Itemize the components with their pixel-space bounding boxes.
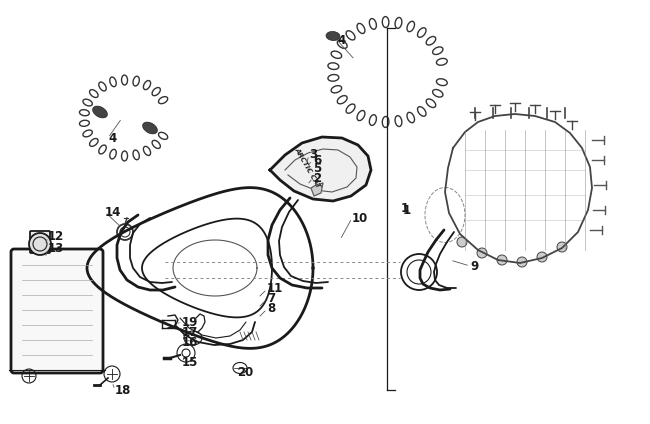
Text: 4: 4 [337, 33, 345, 47]
Ellipse shape [93, 106, 107, 118]
Text: 9: 9 [470, 259, 478, 273]
Text: 11: 11 [267, 282, 283, 296]
Text: 1: 1 [403, 204, 411, 217]
Text: 15: 15 [182, 355, 198, 368]
FancyBboxPatch shape [11, 249, 103, 373]
Text: 5: 5 [313, 162, 321, 175]
Circle shape [29, 233, 51, 255]
Text: 1: 1 [401, 203, 409, 215]
Text: 3: 3 [309, 148, 317, 162]
Text: 18: 18 [115, 383, 131, 396]
Text: 20: 20 [237, 365, 254, 379]
Circle shape [457, 237, 467, 247]
FancyBboxPatch shape [30, 231, 50, 253]
Text: 14: 14 [105, 206, 122, 218]
Polygon shape [311, 183, 323, 196]
Text: 2: 2 [313, 171, 321, 184]
Text: 8: 8 [267, 302, 275, 315]
Circle shape [537, 252, 547, 262]
Circle shape [497, 255, 507, 265]
Text: 19: 19 [182, 315, 198, 329]
Text: 13: 13 [48, 243, 64, 256]
Text: 4: 4 [108, 131, 116, 145]
Text: 10: 10 [352, 212, 369, 224]
Circle shape [557, 242, 567, 252]
Text: 16: 16 [182, 335, 198, 349]
Text: ARCTIC CAT: ARCTIC CAT [294, 147, 322, 189]
Ellipse shape [142, 122, 157, 134]
Ellipse shape [326, 31, 340, 41]
Text: 6: 6 [313, 154, 321, 167]
Circle shape [477, 248, 487, 258]
Text: 12: 12 [48, 231, 64, 243]
Text: 17: 17 [182, 326, 198, 338]
Polygon shape [270, 137, 371, 201]
Text: 7: 7 [267, 293, 275, 306]
Circle shape [517, 257, 527, 267]
